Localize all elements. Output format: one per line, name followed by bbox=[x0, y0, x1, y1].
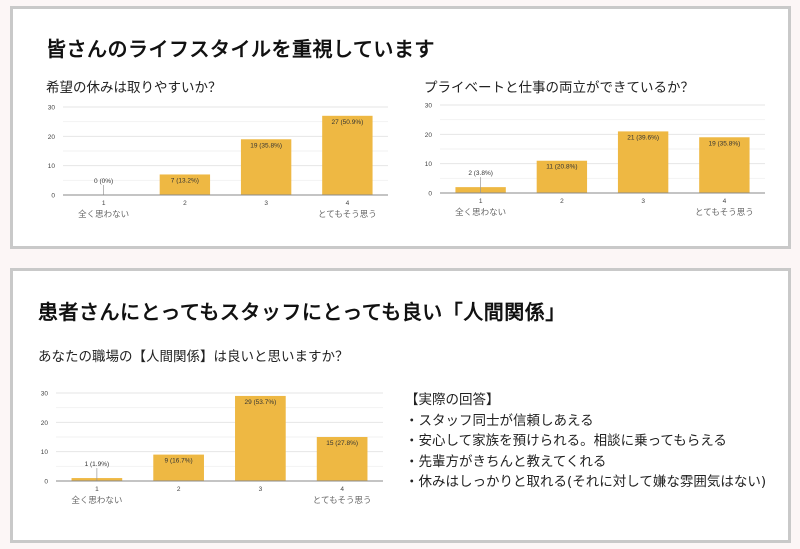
x-sublabel: 全く思わない bbox=[78, 209, 129, 220]
chart2-question: プライベートと仕事の両立ができているか？ bbox=[424, 80, 694, 96]
bar bbox=[322, 115, 373, 195]
x-tick-label: 1 bbox=[102, 200, 106, 207]
chart-work-life-balance: 0 10 20 30 2 (3.8%) 1 全く思わない 11 (20.8%) 2 21 (39.… bbox=[418, 98, 788, 223]
x-tick-label: 4 bbox=[723, 198, 727, 205]
section2-title: 患者さんにとってもスタッフにとっても良い「人間関係」 bbox=[38, 300, 566, 324]
chart-holiday-ease: 0 10 20 30 0 (0%) 1 全く思わない 7 (13.2%) 2 19 (35.8%)… bbox=[40, 100, 410, 225]
x-sublabel: とてもそう思う bbox=[313, 496, 372, 506]
chart-relationships: 0 10 20 30 1 (1.9%) 1 全く思わない 9 (16.7%) 2 29 (53.7… bbox=[34, 386, 404, 511]
y-tick-label: 0 bbox=[44, 479, 48, 486]
x-tick-label: 1 bbox=[95, 486, 99, 493]
chart3-question: あなたの職場の【人間関係】は良いと思いますか？ bbox=[38, 349, 349, 365]
x-sublabel: 全く思わない bbox=[455, 207, 506, 218]
chart1-question: 希望の休みは取りやすいか？ bbox=[46, 80, 222, 96]
answer-item: ・先輩方がきちんと教えてくれる bbox=[405, 453, 607, 470]
answer-item: ・スタッフ同士が信頼しあえる bbox=[405, 412, 594, 429]
bar bbox=[617, 131, 669, 193]
data-label: 1 (1.9%) bbox=[85, 461, 110, 468]
answer-item: ・安心して家族を預けられる。相談に乗ってもらえる bbox=[405, 433, 727, 449]
x-tick-label: 2 bbox=[177, 486, 181, 493]
x-tick-label: 3 bbox=[264, 200, 268, 207]
y-tick-label: 10 bbox=[41, 449, 49, 456]
data-label: 19 (35.8%) bbox=[708, 140, 740, 147]
data-label: 2 (3.8%) bbox=[468, 170, 493, 177]
x-tick-label: 2 bbox=[183, 200, 187, 207]
data-label: 11 (20.8%) bbox=[546, 164, 577, 171]
data-label: 9 (16.7%) bbox=[165, 458, 193, 465]
x-tick-label: 1 bbox=[479, 198, 483, 205]
bar bbox=[536, 160, 588, 193]
y-tick-label: 0 bbox=[51, 193, 55, 200]
y-tick-label: 10 bbox=[425, 161, 433, 168]
bar bbox=[316, 437, 368, 481]
data-label: 0 (0%) bbox=[94, 178, 113, 185]
x-tick-label: 3 bbox=[641, 198, 645, 205]
answers-heading: 【実際の回答】 bbox=[405, 392, 500, 408]
x-sublabel: とてもそう思う bbox=[318, 210, 377, 220]
y-tick-label: 30 bbox=[48, 105, 56, 112]
y-tick-label: 30 bbox=[425, 103, 433, 110]
lifestyle-panel bbox=[10, 6, 791, 249]
relationships-panel bbox=[10, 268, 791, 543]
data-label: 29 (53.7%) bbox=[244, 399, 276, 406]
y-tick-label: 0 bbox=[428, 191, 432, 198]
x-sublabel: とてもそう思う bbox=[695, 208, 754, 218]
data-label: 21 (39.6%) bbox=[627, 134, 659, 141]
answer-item: ・休みはしっかりと取れる(それに対して嫌な雰囲気はない) bbox=[405, 474, 767, 490]
answers-list: 【実際の回答】 ・スタッフ同士が信頼しあえる ・安心して家族を預けられる。相談に… bbox=[405, 390, 766, 493]
bar bbox=[240, 139, 292, 195]
x-tick-label: 4 bbox=[340, 486, 344, 493]
bar bbox=[235, 395, 286, 481]
y-tick-label: 10 bbox=[48, 163, 56, 170]
data-label: 27 (50.9%) bbox=[331, 119, 363, 126]
bar bbox=[699, 137, 750, 193]
y-tick-label: 30 bbox=[41, 391, 49, 398]
x-tick-label: 4 bbox=[346, 200, 350, 207]
y-tick-label: 20 bbox=[41, 420, 49, 427]
data-label: 19 (35.8%) bbox=[250, 142, 282, 149]
y-tick-label: 20 bbox=[48, 134, 56, 141]
x-tick-label: 2 bbox=[560, 198, 564, 205]
data-label: 7 (13.2%) bbox=[171, 177, 199, 184]
x-sublabel: 全く思わない bbox=[71, 495, 122, 506]
data-label: 15 (27.8%) bbox=[326, 440, 358, 447]
x-tick-label: 3 bbox=[259, 486, 263, 493]
bar bbox=[153, 454, 204, 481]
section1-title: 皆さんのライフスタイルを重視しています bbox=[46, 37, 435, 61]
bar bbox=[159, 174, 211, 195]
y-tick-label: 20 bbox=[425, 132, 433, 139]
